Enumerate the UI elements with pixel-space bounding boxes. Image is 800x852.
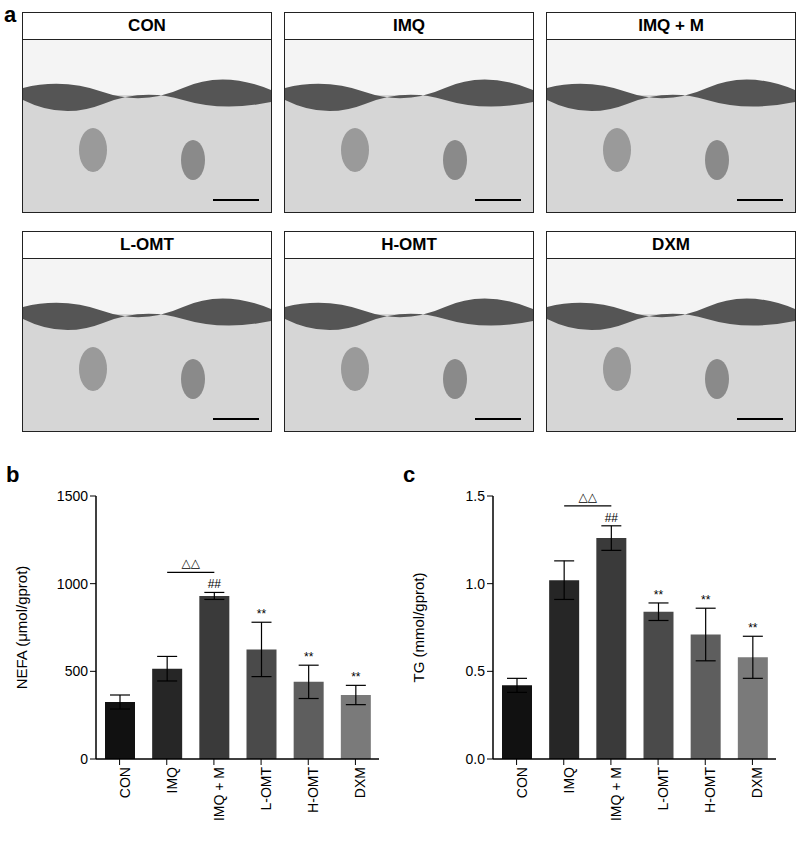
svg-text:0.5: 0.5 <box>466 663 486 679</box>
html-text:H-OMT: H-OMT <box>381 235 437 254</box>
svg-text:**: ** <box>351 670 361 684</box>
svg-text:H-OMT: H-OMT <box>305 767 321 813</box>
svg-text:IMQ + M: IMQ + M <box>211 767 227 821</box>
html-text:IMQ + M: IMQ + M <box>638 16 704 35</box>
svg-text:##: ## <box>605 511 619 525</box>
svg-text:0: 0 <box>80 751 88 767</box>
svg-text:L-OMT: L-OMT <box>258 767 274 811</box>
svg-text:CON: CON <box>117 767 133 798</box>
svg-text:CON: CON <box>514 767 530 798</box>
svg-text:IMQ + M: IMQ + M <box>608 767 624 821</box>
svg-text:1.0: 1.0 <box>466 576 486 592</box>
svg-text:0.0: 0.0 <box>466 751 486 767</box>
svg-text:NEFA (μmol/gprot): NEFA (μmol/gprot) <box>13 566 30 690</box>
html-text:CON: CON <box>128 16 166 35</box>
html-text:a: a <box>4 2 17 27</box>
svg-text:1500: 1500 <box>57 488 88 504</box>
svg-text:**: ** <box>701 593 711 607</box>
svg-text:△△: △△ <box>182 556 201 570</box>
html-text:IMQ: IMQ <box>392 16 425 35</box>
svg-text:**: ** <box>257 607 267 621</box>
svg-text:1.5: 1.5 <box>466 488 486 504</box>
svg-text:##: ## <box>208 577 222 591</box>
svg-text:L-OMT: L-OMT <box>655 767 671 811</box>
svg-text:△△: △△ <box>579 490 598 504</box>
html-text:L-OMT: L-OMT <box>120 235 174 254</box>
html-text:b: b <box>6 462 20 487</box>
svg-text:TG (mmol/gprot): TG (mmol/gprot) <box>410 572 427 682</box>
svg-text:IMQ: IMQ <box>164 767 180 794</box>
html-text:DXM: DXM <box>652 235 690 254</box>
svg-text:1000: 1000 <box>57 576 88 592</box>
svg-text:**: ** <box>748 621 758 635</box>
svg-text:500: 500 <box>65 663 89 679</box>
svg-text:**: ** <box>304 650 314 664</box>
html-text:c: c <box>403 462 416 487</box>
svg-text:IMQ: IMQ <box>561 767 577 794</box>
svg-text:DXM: DXM <box>352 767 368 798</box>
svg-text:H-OMT: H-OMT <box>702 767 718 813</box>
svg-text:DXM: DXM <box>749 767 765 798</box>
svg-text:**: ** <box>654 588 664 602</box>
